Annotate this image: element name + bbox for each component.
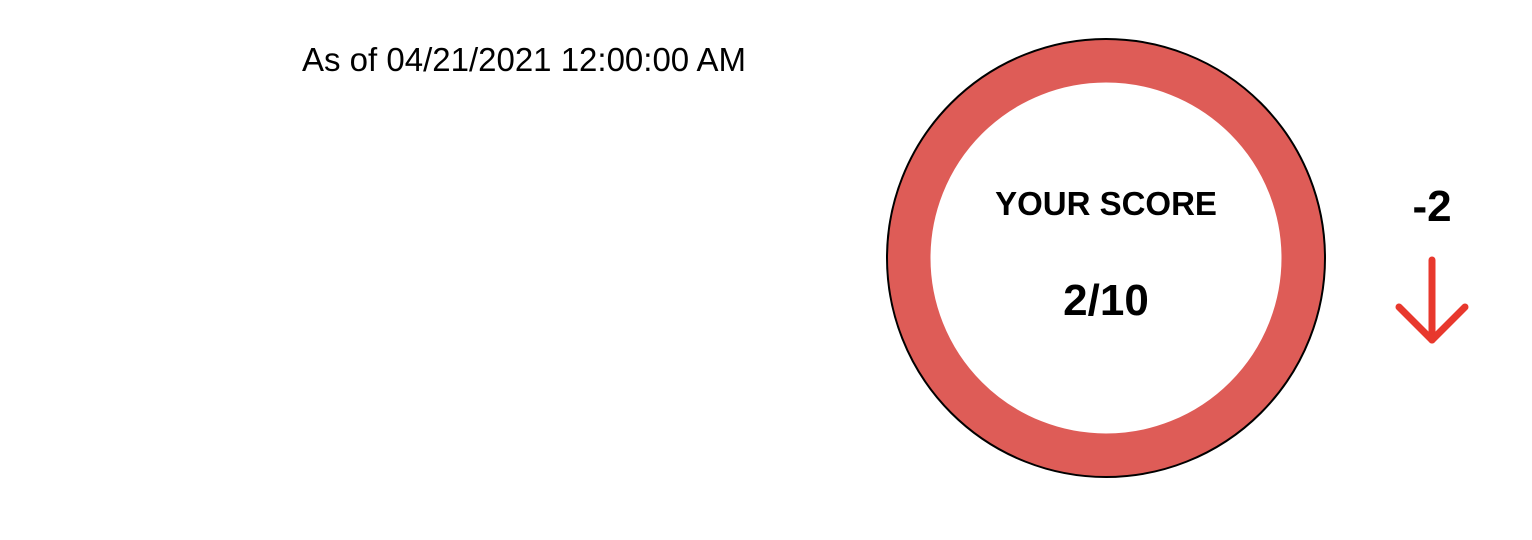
- score-ring-outline: [886, 38, 1326, 478]
- score-ring-graphic: [886, 38, 1326, 478]
- as-of-timestamp: As of 04/21/2021 12:00:00 AM: [302, 41, 747, 78]
- score-change-value: -2: [1412, 182, 1452, 231]
- score-ring: YOUR SCORE 2/10: [886, 38, 1326, 478]
- arrow-down-icon: [1395, 256, 1469, 344]
- score-value: 2/10: [1063, 276, 1149, 325]
- score-ring-band: [887, 39, 1325, 477]
- score-label: YOUR SCORE: [995, 185, 1217, 222]
